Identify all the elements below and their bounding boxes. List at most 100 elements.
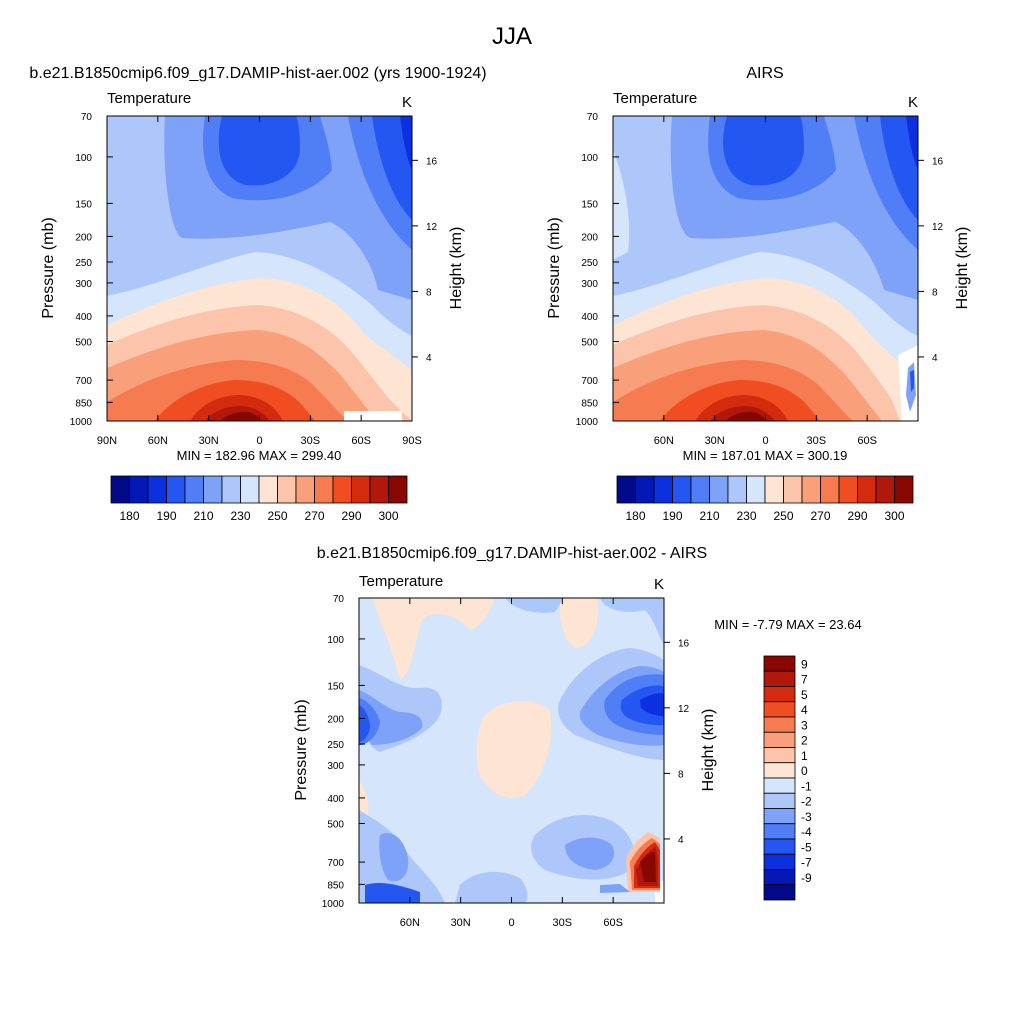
panel-title: b.e21.B1850cmip6.f09_g17.DAMIP-hist-aer.… (317, 545, 707, 562)
colorbar: 180 190 210 230 250 270 290 300 (616, 475, 914, 523)
panel-subtitle-left: Temperature (107, 90, 191, 107)
contour-band (600, 884, 630, 893)
colorbar-label: -3 (801, 810, 812, 824)
colorbar-swatch (763, 838, 796, 855)
colorbar-swatch (894, 475, 914, 504)
colorbar-label: 210 (193, 509, 213, 523)
colorbar-swatch (240, 475, 260, 504)
contour-band (910, 370, 914, 392)
y-axis-right-label: Height (km) (700, 709, 717, 792)
y-tick-label: 700 (327, 858, 344, 869)
colorbar-swatch (388, 475, 408, 504)
contour-band (565, 837, 615, 870)
x-tick-label: 60N (148, 435, 168, 447)
panel-units: K (908, 94, 918, 111)
y-axis-label: Pressure (mb) (546, 217, 563, 318)
panel-observation: AIRS Temperature K 60N 30N 0 30S 60S (546, 65, 971, 523)
y-tick-label: 100 (327, 635, 344, 646)
colorbar-swatch (820, 475, 840, 504)
colorbar-swatch (783, 475, 803, 504)
colorbar-swatch (763, 670, 796, 687)
colorbar-swatch (616, 475, 636, 504)
panel-subtitle-left: Temperature (359, 573, 443, 590)
contour-band (906, 116, 918, 170)
contour-band (476, 700, 552, 799)
y-tick-label: 70 (333, 594, 345, 605)
y-tick-label: 700 (75, 376, 92, 387)
contour-band (218, 116, 300, 186)
y-tick-label: 400 (75, 312, 92, 323)
min-max-label: MIN = -7.79 MAX = 23.64 (714, 617, 861, 632)
y-tick-label: 500 (581, 338, 598, 349)
y-tick-label: 400 (581, 312, 598, 323)
colorbar-swatch (314, 475, 334, 504)
colorbar-label: -4 (801, 825, 812, 839)
x-tick-label: 30N (451, 917, 471, 929)
y-right-tick-label: 16 (678, 638, 690, 649)
colorbar-swatch (763, 792, 796, 809)
x-axis: 90N 60N 30N 0 30S 60S 90S (97, 116, 422, 447)
x-tick-label: 0 (508, 917, 514, 929)
temperature-field (107, 116, 412, 421)
colorbar-swatch (875, 475, 895, 504)
y-tick-label: 300 (327, 761, 344, 772)
colorbar-label: -2 (801, 795, 812, 809)
contour-band (359, 705, 370, 742)
colorbar-swatch (763, 686, 796, 703)
panel-difference: b.e21.B1850cmip6.f09_g17.DAMIP-hist-aer.… (293, 545, 862, 929)
y-right-tick-label: 16 (932, 156, 944, 167)
colorbar-swatch (763, 747, 796, 764)
x-tick-label: 30N (199, 435, 219, 447)
y-tick-label: 850 (581, 398, 598, 409)
colorbar-swatch (763, 762, 796, 779)
colorbar-swatch (763, 655, 796, 672)
y-tick-label: 150 (581, 199, 598, 210)
y-axis-left: 70 100 150 200 250 300 400 500 700 850 1000 (322, 594, 365, 910)
contour-band (455, 871, 528, 903)
y-tick-label: 200 (581, 232, 598, 243)
y-right-tick-label: 4 (426, 353, 432, 364)
x-tick-label: 30S (301, 435, 321, 447)
y-axis-left: 70 100 150 200 250 300 400 500 700 850 1000 (70, 112, 113, 428)
panel-title: AIRS (746, 65, 783, 82)
x-tick-label: 60S (603, 917, 623, 929)
contour-band (723, 116, 804, 186)
y-tick-label: 300 (581, 279, 598, 290)
colorbar-label: 230 (230, 509, 250, 523)
colorbar-label: 190 (662, 509, 682, 523)
y-right-tick-label: 8 (426, 287, 432, 298)
y-tick-label: 700 (581, 376, 598, 387)
colorbar-swatch (857, 475, 877, 504)
panel-model: b.e21.B1850cmip6.f09_g17.DAMIP-hist-aer.… (29, 65, 486, 523)
contour-band (600, 598, 664, 645)
y-right-tick-label: 4 (932, 353, 938, 364)
x-axis: 60N 30N 0 30S 60S (654, 116, 877, 447)
y-right-tick-label: 8 (678, 769, 684, 780)
contour-band (725, 411, 767, 421)
colorbar-label: 1 (801, 749, 808, 763)
y-right-tick-label: 8 (932, 287, 938, 298)
y-tick-label: 100 (75, 153, 92, 164)
colorbar-label: 180 (119, 509, 139, 523)
min-max-label: MIN = 187.01 MAX = 300.19 (683, 448, 848, 463)
x-tick-label: 60S (351, 435, 371, 447)
y-axis-right: 16 12 8 4 (412, 156, 438, 364)
y-tick-label: 1000 (576, 417, 599, 428)
y-axis-left: 70 100 150 200 250 300 400 500 700 850 1000 (576, 112, 619, 428)
x-tick-label: 0 (762, 435, 768, 447)
x-tick-label: 60N (654, 435, 674, 447)
y-tick-label: 200 (327, 714, 344, 725)
y-tick-label: 850 (327, 880, 344, 891)
colorbar-swatch (763, 731, 796, 748)
y-right-tick-label: 12 (426, 222, 438, 233)
colorbar-swatch (635, 475, 655, 504)
colorbar-label: 270 (810, 509, 830, 523)
y-tick-label: 150 (75, 199, 92, 210)
colorbar-label: 7 (801, 673, 808, 687)
colorbar-label: 2 (801, 734, 808, 748)
contour-band (640, 693, 664, 716)
colorbar-swatch (203, 475, 223, 504)
colorbar-label: 270 (304, 509, 324, 523)
